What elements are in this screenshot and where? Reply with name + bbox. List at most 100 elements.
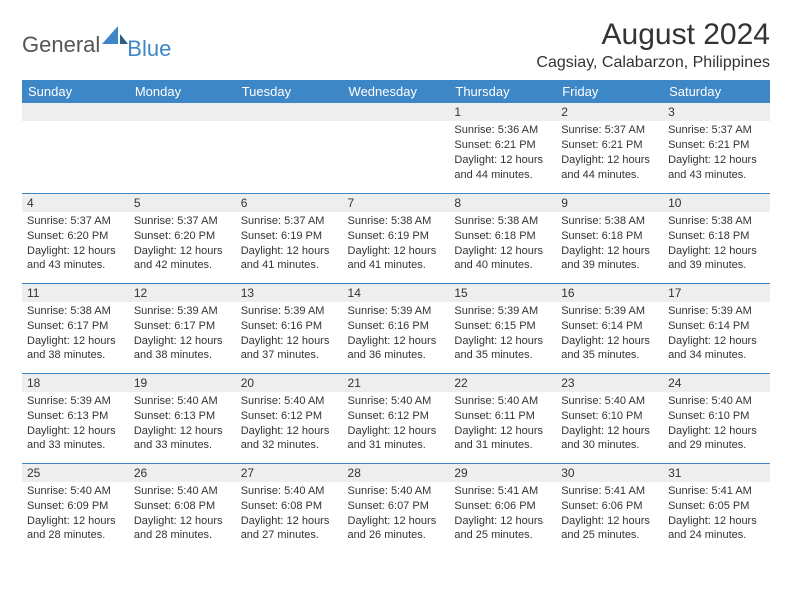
day-details: Sunrise: 5:40 AMSunset: 6:10 PMDaylight:…: [556, 392, 663, 457]
day-details: Sunrise: 5:40 AMSunset: 6:13 PMDaylight:…: [129, 392, 236, 457]
sunrise-text: Sunrise: 5:40 AM: [454, 394, 551, 409]
calendar-cell: 25 Sunrise: 5:40 AMSunset: 6:09 PMDayligh…: [22, 463, 129, 553]
calendar-cell: 11Sunrise: 5:38 AMSunset: 6:17 PMDayligh…: [22, 283, 129, 373]
sunrise-text: Sunrise: 5:38 AM: [454, 214, 551, 229]
sunset-text: Sunset: 6:13 PM: [27, 409, 124, 424]
daylight-text: Daylight: 12 hours and 25 minutes.: [454, 514, 551, 544]
calendar-cell: 8Sunrise: 5:38 AMSunset: 6:18 PMDaylight…: [449, 193, 556, 283]
day-number: 26: [129, 464, 236, 482]
daylight-text: Daylight: 12 hours and 25 minutes.: [561, 514, 658, 544]
logo-sail-icon: [102, 26, 128, 44]
day-number: 28: [343, 464, 450, 482]
day-number: 8: [449, 194, 556, 212]
calendar-cell: 4Sunrise: 5:37 AMSunset: 6:20 PMDaylight…: [22, 193, 129, 283]
sunset-text: Sunset: 6:16 PM: [348, 319, 445, 334]
sunset-text: Sunset: 6:08 PM: [241, 499, 338, 514]
sunset-text: Sunset: 6:18 PM: [454, 229, 551, 244]
calendar-cell: 27Sunrise: 5:40 AMSunset: 6:08 PMDayligh…: [236, 463, 343, 553]
sunrise-text: Sunrise: 5:38 AM: [27, 304, 124, 319]
day-number: 16: [556, 284, 663, 302]
calendar-week-row: 18Sunrise: 5:39 AMSunset: 6:13 PMDayligh…: [22, 373, 770, 463]
calendar-cell: 18Sunrise: 5:39 AMSunset: 6:13 PMDayligh…: [22, 373, 129, 463]
day-details: Sunrise: 5:39 AMSunset: 6:15 PMDaylight:…: [449, 302, 556, 367]
sunset-text: Sunset: 6:10 PM: [668, 409, 765, 424]
day-number: 22: [449, 374, 556, 392]
daylight-text: Daylight: 12 hours and 39 minutes.: [561, 244, 658, 274]
sunrise-text: Sunrise: 5:36 AM: [454, 123, 551, 138]
daylight-text: Daylight: 12 hours and 32 minutes.: [241, 424, 338, 454]
calendar-week-row: 1 Sunrise: 5:36 AM Sunset: 6:21 PM Daylight…: [22, 103, 770, 193]
sunrise-text: Sunrise: 5:37 AM: [241, 214, 338, 229]
sunrise-text: Sunrise: 5:40 AM: [27, 484, 124, 499]
daylight-text: Daylight: 12 hours and 26 minutes.: [348, 514, 445, 544]
sunrise-text: Sunrise: 5:39 AM: [561, 304, 658, 319]
logo: General Blue: [22, 22, 171, 62]
day-number: 29: [449, 464, 556, 482]
sunset-text: Sunset: 6:19 PM: [348, 229, 445, 244]
sunset-text: Sunset: 6:18 PM: [668, 229, 765, 244]
daylight-text: Daylight: 12 hours and 31 minutes.: [454, 424, 551, 454]
calendar-cell: 30Sunrise: 5:41 AMSunset: 6:06 PMDayligh…: [556, 463, 663, 553]
day-details: Sunrise: 5:38 AMSunset: 6:19 PMDaylight:…: [343, 212, 450, 277]
day-number: 9: [556, 194, 663, 212]
day-number: 18: [22, 374, 129, 392]
daylight-text: Daylight: 12 hours and 31 minutes.: [348, 424, 445, 454]
day-details: Sunrise: 5:37 AMSunset: 6:20 PMDaylight:…: [22, 212, 129, 277]
calendar-cell: 20Sunrise: 5:40 AMSunset: 6:12 PMDayligh…: [236, 373, 343, 463]
day-number: 17: [663, 284, 770, 302]
day-number: 13: [236, 284, 343, 302]
daylight-text: Daylight: 12 hours and 40 minutes.: [454, 244, 551, 274]
sunrise-text: Sunrise: 5:40 AM: [348, 394, 445, 409]
calendar-cell: 15Sunrise: 5:39 AMSunset: 6:15 PMDayligh…: [449, 283, 556, 373]
daylight-text: Daylight: 12 hours and 36 minutes.: [348, 334, 445, 364]
calendar-cell: 6Sunrise: 5:37 AMSunset: 6:19 PMDaylight…: [236, 193, 343, 283]
sunset-text: Sunset: 6:21 PM: [668, 138, 765, 153]
sunset-text: Sunset: 6:09 PM: [27, 499, 124, 514]
day-number: 20: [236, 374, 343, 392]
daylight-text: Daylight: 12 hours and 44 minutes.: [454, 153, 551, 183]
weekday-header: Wednesday: [343, 80, 450, 103]
calendar-cell: 19Sunrise: 5:40 AMSunset: 6:13 PMDayligh…: [129, 373, 236, 463]
day-details: Sunrise: 5:37 AMSunset: 6:21 PMDaylight:…: [663, 121, 770, 186]
day-number: 5: [129, 194, 236, 212]
page-header: General Blue August 2024 Cagsiay, Calaba…: [22, 18, 770, 72]
daylight-text: Daylight: 12 hours and 27 minutes.: [241, 514, 338, 544]
sunset-text: Sunset: 6:17 PM: [134, 319, 231, 334]
day-number: 4: [22, 194, 129, 212]
day-number: [343, 103, 450, 121]
day-details: Sunrise: 5:41 AMSunset: 6:06 PMDaylight:…: [449, 482, 556, 547]
day-details: Sunrise: 5:41 AMSunset: 6:06 PMDaylight:…: [556, 482, 663, 547]
calendar-cell: 29Sunrise: 5:41 AMSunset: 6:06 PMDayligh…: [449, 463, 556, 553]
weekday-header: Sunday: [22, 80, 129, 103]
sunset-text: Sunset: 6:19 PM: [241, 229, 338, 244]
calendar-cell: 24Sunrise: 5:40 AMSunset: 6:10 PMDayligh…: [663, 373, 770, 463]
day-details: Sunrise: 5:38 AMSunset: 6:18 PMDaylight:…: [449, 212, 556, 277]
day-number: 30: [556, 464, 663, 482]
day-number: 1: [449, 103, 556, 121]
daylight-text: Daylight: 12 hours and 33 minutes.: [134, 424, 231, 454]
sunrise-text: Sunrise: 5:37 AM: [27, 214, 124, 229]
month-title: August 2024: [536, 18, 770, 52]
calendar-cell: 1Sunrise: 5:36 AMSunset: 6:21 PMDaylight…: [449, 103, 556, 193]
day-details: Sunrise: 5:41 AMSunset: 6:05 PMDaylight:…: [663, 482, 770, 547]
daylight-text: Daylight: 12 hours and 33 minutes.: [27, 424, 124, 454]
daylight-text: Daylight: 12 hours and 41 minutes.: [241, 244, 338, 274]
calendar-cell: 22Sunrise: 5:40 AMSunset: 6:11 PMDayligh…: [449, 373, 556, 463]
daylight-text: Daylight: 12 hours and 42 minutes.: [134, 244, 231, 274]
weekday-header: Monday: [129, 80, 236, 103]
daylight-text: Daylight: 12 hours and 38 minutes.: [27, 334, 124, 364]
sunrise-text: Sunrise: 5:40 AM: [668, 394, 765, 409]
day-number: 25: [22, 464, 129, 482]
calendar-cell: 9Sunrise: 5:38 AMSunset: 6:18 PMDaylight…: [556, 193, 663, 283]
daylight-text: Daylight: 12 hours and 28 minutes.: [27, 514, 124, 544]
sunrise-text: Sunrise: 5:39 AM: [134, 304, 231, 319]
calendar-cell: 28Sunrise: 5:40 AMSunset: 6:07 PMDayligh…: [343, 463, 450, 553]
day-number: 31: [663, 464, 770, 482]
daylight-text: Daylight: 12 hours and 28 minutes.: [134, 514, 231, 544]
day-number: 2: [556, 103, 663, 121]
sunset-text: Sunset: 6:06 PM: [561, 499, 658, 514]
day-details: Sunrise: 5:39 AMSunset: 6:17 PMDaylight:…: [129, 302, 236, 367]
sunrise-text: Sunrise: 5:40 AM: [134, 394, 231, 409]
calendar-cell: 10Sunrise: 5:38 AMSunset: 6:18 PMDayligh…: [663, 193, 770, 283]
daylight-text: Daylight: 12 hours and 41 minutes.: [348, 244, 445, 274]
